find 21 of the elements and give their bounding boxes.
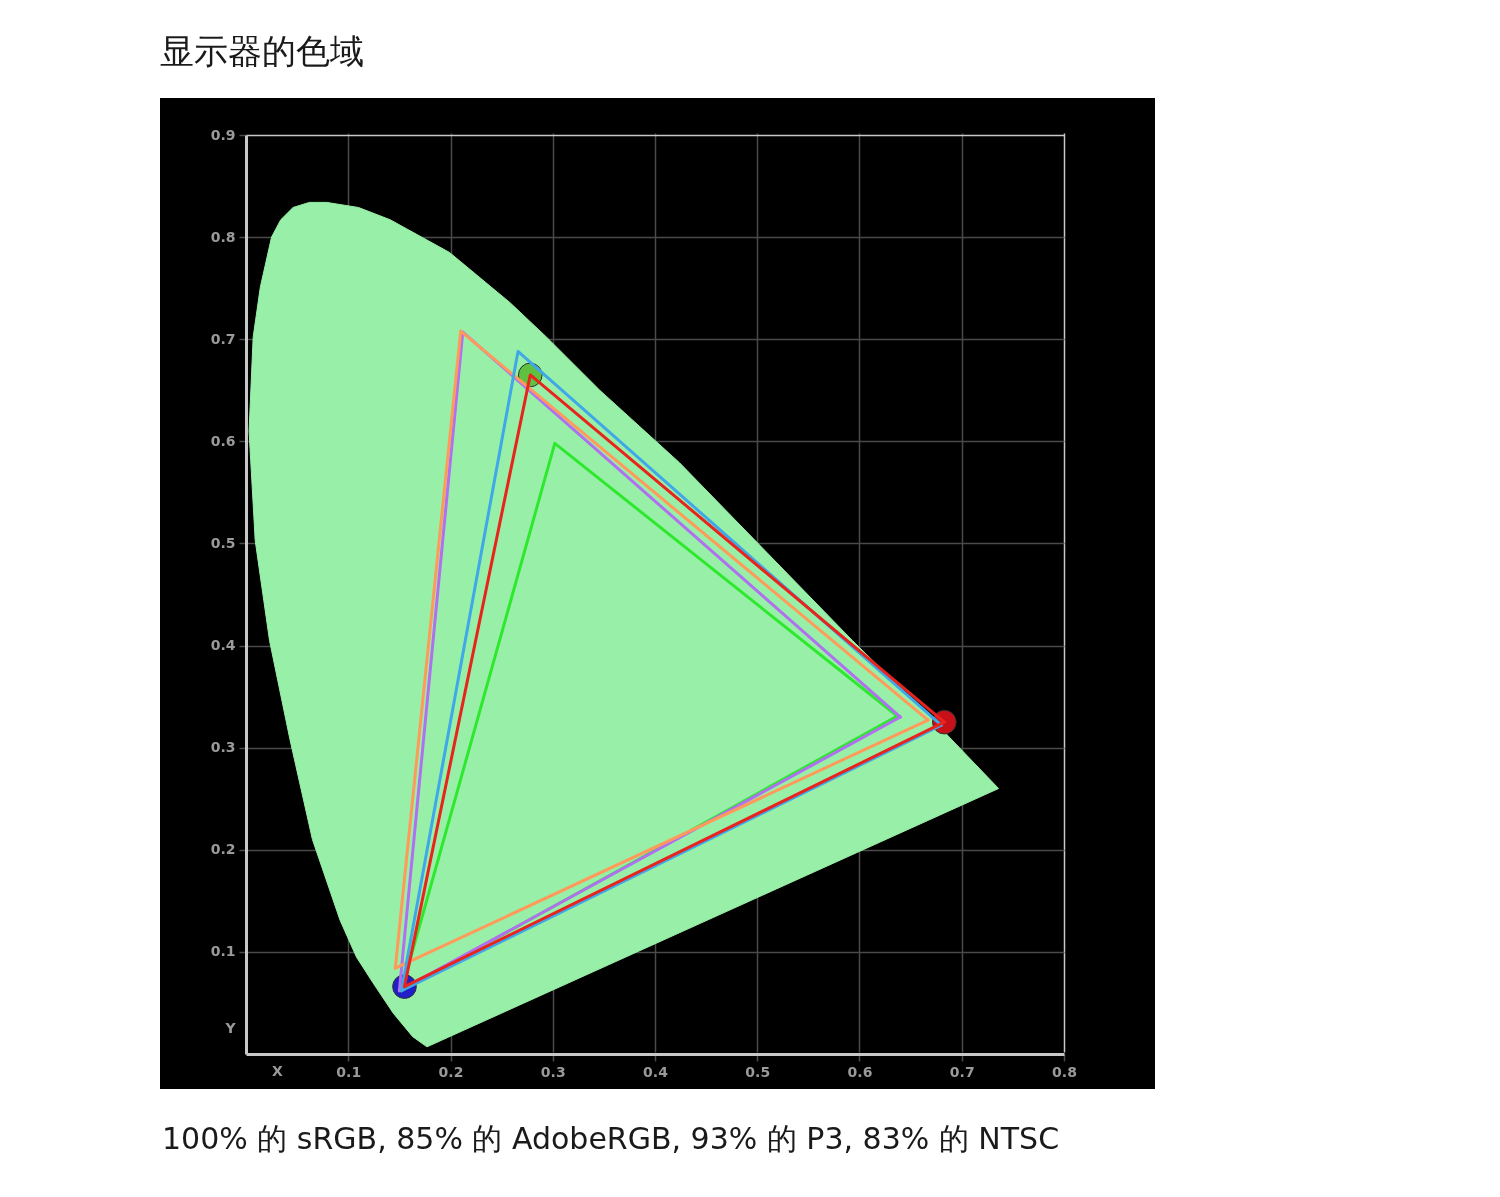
y-tick-label: 0.9: [210, 126, 236, 143]
x-tick-label: 0.8: [1052, 1063, 1077, 1080]
y-tick-label: 0.3: [210, 739, 236, 756]
y-tick-label: 0.6: [210, 432, 236, 449]
x-tick-label: 0.1: [336, 1063, 362, 1080]
y-axis-title: Y: [224, 1019, 237, 1036]
y-tick-label: 0.4: [210, 637, 236, 654]
chart-title: 显示器的色域: [160, 31, 364, 71]
y-tick-label: 0.5: [210, 534, 236, 551]
x-tick-label: 0.2: [438, 1063, 464, 1080]
y-tick-label: 0.8: [210, 228, 236, 245]
x-tick-label: 0.6: [847, 1063, 873, 1080]
text: 100% 的 sRGB, 85% 的 AdobeRGB, 93% 的 P3, 83% 的 NTSC: [162, 1121, 1060, 1156]
y-tick-label: 0.1: [210, 943, 236, 960]
y-tick-label: 0.2: [210, 841, 236, 858]
x-tick-label: 0.3: [540, 1063, 566, 1080]
x-tick-label: 0.4: [643, 1063, 669, 1080]
x-tick-label: 0.5: [745, 1063, 771, 1080]
x-axis-title: X: [272, 1062, 284, 1079]
x-tick-label: 0.7: [949, 1063, 975, 1080]
y-tick-label: 0.7: [210, 330, 236, 347]
